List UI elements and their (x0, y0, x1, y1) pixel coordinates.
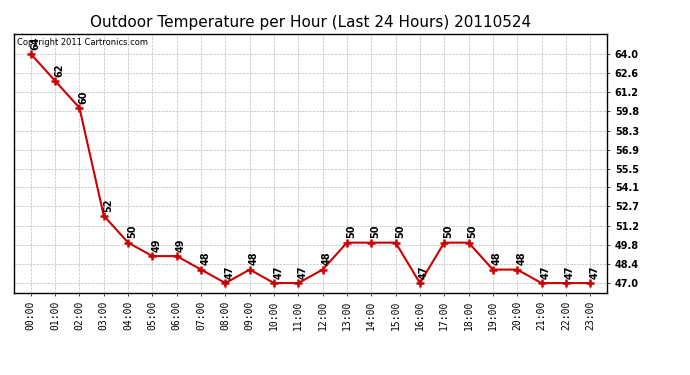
Text: 52: 52 (103, 198, 113, 211)
Text: 50: 50 (346, 225, 356, 238)
Text: 49: 49 (152, 238, 161, 252)
Text: 47: 47 (224, 266, 235, 279)
Title: Outdoor Temperature per Hour (Last 24 Hours) 20110524: Outdoor Temperature per Hour (Last 24 Ho… (90, 15, 531, 30)
Text: 50: 50 (468, 225, 477, 238)
Text: 49: 49 (176, 238, 186, 252)
Text: 50: 50 (371, 225, 380, 238)
Text: 50: 50 (395, 225, 405, 238)
Text: 47: 47 (419, 266, 429, 279)
Text: 47: 47 (589, 266, 600, 279)
Text: 64: 64 (30, 36, 40, 50)
Text: 48: 48 (249, 252, 259, 266)
Text: Copyright 2011 Cartronics.com: Copyright 2011 Cartronics.com (17, 38, 148, 46)
Text: 48: 48 (322, 252, 332, 266)
Text: 48: 48 (492, 252, 502, 266)
Text: 48: 48 (200, 252, 210, 266)
Text: 47: 47 (297, 266, 308, 279)
Text: 50: 50 (127, 225, 137, 238)
Text: 50: 50 (444, 225, 453, 238)
Text: 47: 47 (273, 266, 283, 279)
Text: 48: 48 (516, 252, 526, 266)
Text: 60: 60 (79, 90, 88, 104)
Text: 62: 62 (55, 63, 64, 77)
Text: 47: 47 (541, 266, 551, 279)
Text: 47: 47 (565, 266, 575, 279)
